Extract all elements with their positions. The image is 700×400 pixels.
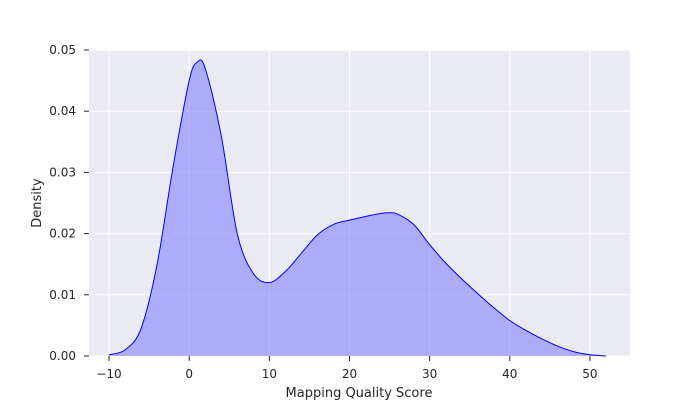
density-area — [109, 59, 606, 357]
y-axis-ticks: 0.00 0.01 0.02 0.03 0.04 0.05 — [49, 43, 89, 363]
x-tick-label: 0 — [185, 367, 193, 381]
density-line — [108, 59, 606, 357]
y-tick-label: 0.05 — [49, 43, 76, 57]
y-tick-label: 0.03 — [49, 165, 76, 179]
y-tick-label: 0.04 — [49, 104, 76, 118]
y-tick-label: 0.01 — [49, 288, 76, 302]
x-tick-label: 30 — [422, 367, 437, 381]
x-axis-label: Mapping Quality Score — [286, 386, 433, 400]
y-axis-label: Density — [30, 178, 45, 228]
x-tick-label: 50 — [582, 367, 597, 381]
y-tick-label: 0.00 — [49, 349, 76, 363]
x-tick-label: −10 — [96, 367, 121, 381]
x-tick-label: 10 — [262, 367, 277, 381]
x-tick-label: 40 — [502, 367, 517, 381]
x-axis-ticks: −10 0 10 20 30 40 50 — [96, 356, 598, 381]
y-tick-label: 0.02 — [49, 227, 76, 241]
x-tick-label: 20 — [342, 367, 357, 381]
